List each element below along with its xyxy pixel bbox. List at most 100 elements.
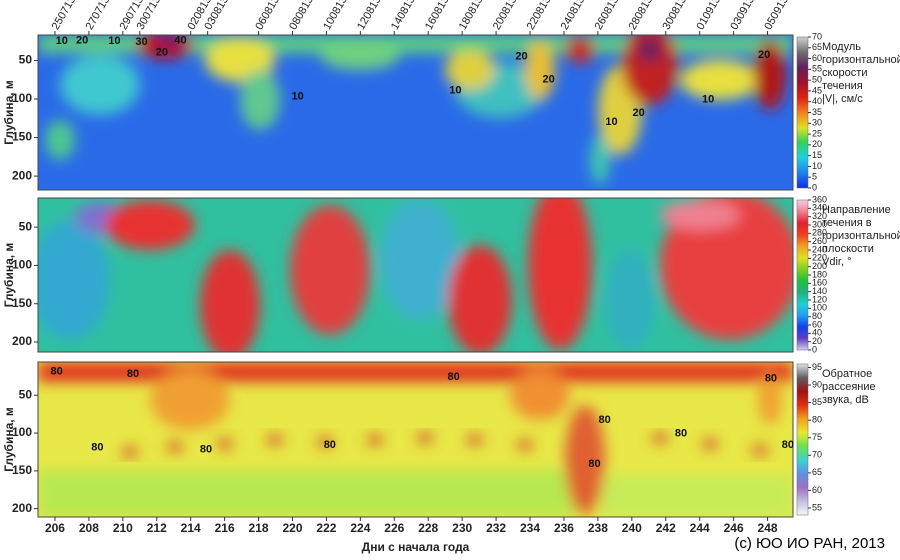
contour-label: 10	[291, 91, 303, 103]
colorbar-tick-label: 65	[812, 42, 822, 52]
contour-label: 10	[702, 94, 714, 106]
colorbar-tick-label: 5	[812, 172, 817, 182]
x-tick-label: 228	[418, 521, 438, 535]
contour-label: 20	[543, 74, 555, 86]
contour-label: 20	[515, 50, 527, 62]
x2-tick-label: 260813	[593, 0, 622, 32]
colorbar-tick-label: 160	[812, 278, 827, 288]
colorbar-title: Обратное	[822, 368, 872, 380]
colorbar-title: скорости	[822, 67, 867, 79]
x2-tick-label: 300813	[660, 0, 689, 32]
y-tick-label: 150	[12, 463, 32, 477]
panel-frame	[37, 361, 794, 518]
x2-tick-label: 050913	[762, 0, 791, 32]
colorbar-tick-label: 100	[812, 303, 827, 313]
x-tick-label: 226	[384, 521, 404, 535]
colorbar-tick-label: 55	[812, 64, 822, 74]
y-tick-label: 50	[19, 219, 33, 233]
contour-label: 80	[448, 371, 460, 383]
colorbar-tick-label: 60	[812, 319, 822, 329]
x-tick-label: 232	[486, 521, 506, 535]
y-tick-label: 200	[12, 168, 32, 182]
colorbar-tick-label: 280	[812, 228, 827, 238]
x-tick-label: 206	[45, 521, 65, 535]
colorbar-title: Модуль	[822, 41, 861, 53]
colorbar-title: рассеяние	[822, 381, 876, 393]
colorbar-tick-label: 60	[812, 485, 822, 495]
colorbar-title: плоскости	[822, 243, 874, 255]
colorbar-title: |V|, см/с	[822, 93, 863, 105]
colorbar-tick-label: 95	[812, 362, 822, 372]
copyright: (c) ЮО ИО РАН, 2013	[734, 535, 885, 552]
colorbar-tick-label: 25	[812, 128, 822, 138]
x2-tick-label: 280813	[627, 0, 656, 32]
x2-tick-label: 010913	[694, 0, 723, 32]
contour-label: 80	[675, 428, 687, 440]
colorbar-title: звука, dB	[822, 394, 869, 406]
colorbar-tick-label: 10	[812, 161, 822, 171]
x-tick-label: 240	[622, 521, 642, 535]
colorbar-title: течения	[822, 80, 863, 92]
y-axis-label: Глубина, м	[2, 80, 16, 145]
x-tick-label: 234	[520, 521, 540, 535]
field-backscatter	[38, 362, 793, 517]
colorbar-title: горизонтальной	[822, 54, 900, 66]
x2-tick-label: 140813	[389, 0, 418, 32]
colorbar-tick-label: 80	[812, 415, 822, 425]
x-tick-label: 208	[79, 521, 99, 535]
contour-label: 80	[588, 458, 600, 470]
colorbar-tick-label: 140	[812, 286, 827, 296]
contour-label: 10	[605, 116, 617, 128]
contour-label: 10	[449, 84, 461, 96]
contour-label: 80	[765, 373, 777, 385]
colorbar-tick-label: 180	[812, 269, 827, 279]
colorbar-tick-label: 15	[812, 150, 822, 160]
colorbar-title: Направление	[822, 204, 891, 216]
y-tick-label: 200	[12, 501, 32, 515]
x-tick-label: 210	[113, 521, 133, 535]
x2-tick-label: 080813	[287, 0, 316, 32]
x-tick-label: 216	[215, 521, 235, 535]
panel-frame	[37, 197, 794, 353]
y-tick-label: 150	[12, 130, 32, 144]
colorbar-tick-label: 260	[812, 236, 827, 246]
y-tick-label: 50	[19, 53, 33, 67]
colorbar-tick-label: 0	[812, 182, 817, 192]
x-tick-label: 220	[282, 521, 302, 535]
colorbar-tick-label: 120	[812, 294, 827, 304]
y-tick-label: 200	[12, 334, 32, 348]
contour-label: 80	[127, 368, 139, 380]
colorbar-tick-label: 70	[812, 450, 822, 460]
contour-label: 20	[632, 107, 644, 119]
x2-tick-label: 240813	[559, 0, 588, 32]
x-tick-label: 224	[350, 521, 370, 535]
colorbar-tick-label: 240	[812, 244, 827, 254]
y-axis-label: Глубина, м	[2, 243, 16, 308]
colorbar	[796, 363, 809, 516]
contour-label: 80	[91, 441, 103, 453]
x-tick-label: 246	[724, 521, 744, 535]
colorbar-tick-label: 60	[812, 53, 822, 63]
colorbar-title: Vdir, °	[822, 256, 851, 268]
colorbar	[796, 199, 809, 351]
colorbar-tick-label: 200	[812, 261, 827, 271]
x-tick-label: 214	[181, 521, 201, 535]
colorbar-tick-label: 65	[812, 467, 822, 477]
colorbar-title: горизонтальной	[822, 230, 900, 242]
x-tick-label: 212	[147, 521, 167, 535]
contour-label: 80	[782, 439, 794, 451]
x-tick-label: 248	[758, 521, 778, 535]
x-axis-label: Дни с начала года	[362, 540, 470, 554]
contour-label: 10	[56, 35, 68, 47]
colorbar-title: течения в	[822, 217, 872, 229]
colorbar-tick-label: 75	[812, 432, 822, 442]
contour-label: 10	[108, 35, 120, 47]
y-tick-label: 100	[12, 91, 32, 105]
contour-label: 40	[174, 34, 186, 46]
contour-label: 80	[200, 444, 212, 456]
x2-tick-label: 180813	[457, 0, 486, 32]
colorbar-tick-label: 45	[812, 85, 822, 95]
colorbar-tick-label: 360	[812, 194, 827, 204]
colorbar-tick-label: 40	[812, 96, 822, 106]
x-tick-label: 238	[588, 521, 608, 535]
